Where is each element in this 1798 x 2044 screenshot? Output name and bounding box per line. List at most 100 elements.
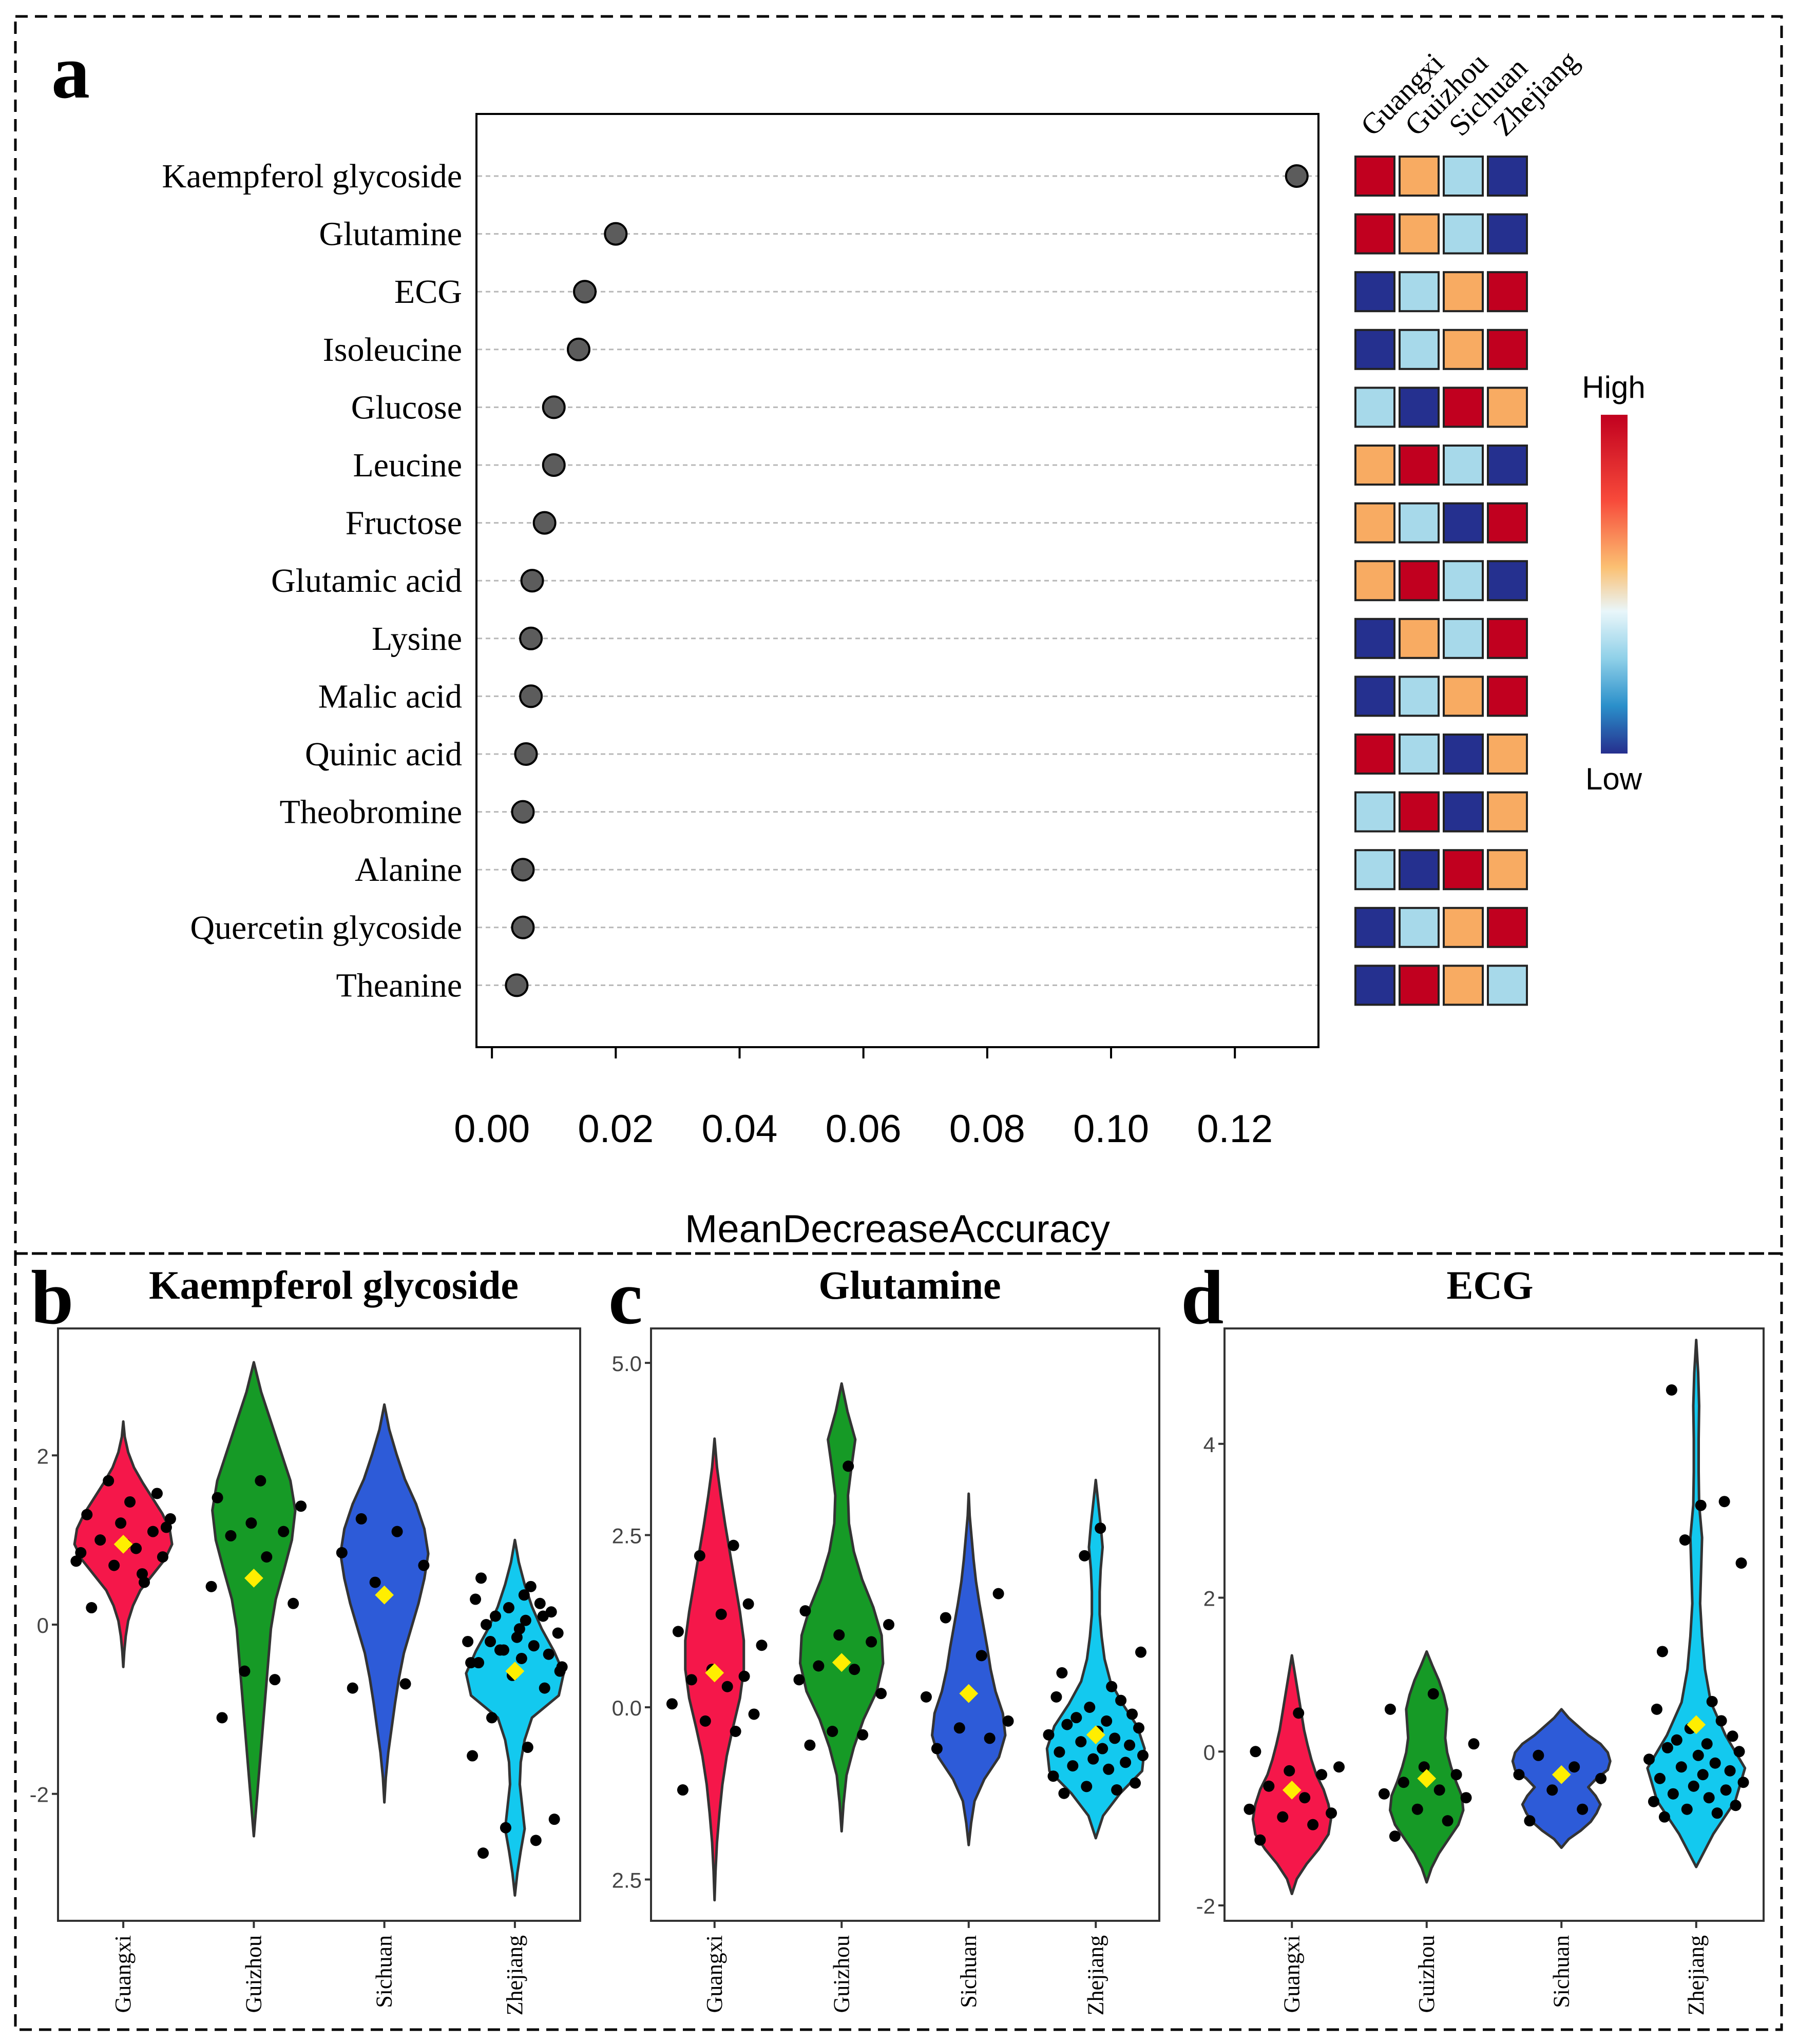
- panel-a-letter: a: [51, 29, 90, 114]
- data-point-guizhou: [793, 1674, 805, 1686]
- data-point-sichuan: [1595, 1772, 1607, 1784]
- data-point-zhejiang: [500, 1822, 511, 1834]
- data-point-zhejiang: [498, 1644, 509, 1656]
- data-point-guizhou: [827, 1725, 838, 1737]
- x-tick-label: 0.02: [578, 1107, 654, 1151]
- data-point-guangxi: [1277, 1811, 1289, 1823]
- plot-frame-c: [650, 1327, 1160, 1922]
- heatmap-cell-ecg-guizhou: [1399, 271, 1440, 313]
- data-point-guizhou: [799, 1605, 811, 1617]
- category-label-malic-acid: Malic acid: [318, 678, 462, 715]
- heatmap-cell-kaempferol-glycoside-sichuan: [1443, 156, 1484, 197]
- heatmap-cell-theanine-sichuan: [1443, 965, 1484, 1006]
- heatmap-cell-theobromine-guizhou: [1399, 791, 1440, 833]
- data-point-guangxi: [738, 1670, 750, 1682]
- x-tick-label: 0.04: [702, 1107, 778, 1151]
- heatmap-cell-malic-acid-sichuan: [1443, 676, 1484, 717]
- data-point-zhejiang: [1701, 1738, 1713, 1750]
- heatmap-cell-kaempferol-glycoside-guizhou: [1399, 156, 1440, 197]
- data-point-zhejiang: [1695, 1499, 1707, 1511]
- data-point-zhejiang: [1087, 1753, 1099, 1765]
- panel-a-gridlines: [477, 175, 1317, 986]
- x-tick-label: 0.06: [826, 1107, 902, 1151]
- x-tick-label: 0.10: [1073, 1107, 1149, 1151]
- heatmap-cell-quinic-acid-sichuan: [1443, 734, 1484, 775]
- data-point-guangxi: [70, 1555, 82, 1567]
- data-point-zhejiang: [503, 1602, 514, 1614]
- data-point-zhejiang: [470, 1593, 482, 1605]
- heatmap-cell-malic-acid-guangxi: [1354, 676, 1395, 717]
- data-point-zhejiang: [1681, 1803, 1693, 1815]
- point-ecg: [573, 280, 597, 304]
- data-point-guangxi: [1299, 1792, 1311, 1804]
- data-point-zhejiang: [1715, 1715, 1727, 1727]
- data-point-zhejiang: [513, 1623, 525, 1635]
- heatmap-cell-alanine-guizhou: [1399, 849, 1440, 891]
- data-point-guizhou: [1398, 1777, 1409, 1788]
- heatmap-cell-quercetin-glycoside-guizhou: [1399, 907, 1440, 948]
- heatmap-cell-malic-acid-zhejiang: [1487, 676, 1528, 717]
- data-point-zhejiang: [554, 1665, 566, 1677]
- heatmap-cell-theobromine-sichuan: [1443, 791, 1484, 833]
- data-point-zhejiang: [518, 1589, 530, 1601]
- data-point-zhejiang: [1692, 1749, 1704, 1761]
- data-point-zhejiang: [1675, 1761, 1687, 1773]
- panel-bcd-frame: [14, 1252, 1783, 2031]
- data-point-zhejiang: [1658, 1811, 1670, 1823]
- data-point-zhejiang: [489, 1610, 501, 1622]
- point-leucine: [542, 453, 566, 477]
- legend-low-label: Low: [1585, 762, 1642, 796]
- x-tick-label-sichuan: Sichuan: [1548, 1935, 1574, 2008]
- mean-marker-guangxi: [113, 1535, 133, 1554]
- data-point-zhejiang: [515, 1652, 527, 1664]
- data-point-guizhou: [269, 1674, 281, 1686]
- mean-marker-guangxi: [705, 1663, 724, 1683]
- data-point-zhejiang: [1679, 1534, 1691, 1546]
- data-point-guizhou: [216, 1712, 228, 1724]
- data-point-zhejiang: [1106, 1681, 1118, 1692]
- data-point-zhejiang: [1661, 1742, 1673, 1753]
- y-tick-label: 2: [1203, 1587, 1215, 1611]
- panel-d-letter: d: [1181, 1255, 1223, 1340]
- legend-color-bar: [1601, 415, 1628, 754]
- data-point-guizhou: [804, 1739, 816, 1751]
- data-point-guizhou: [1460, 1792, 1472, 1804]
- data-point-zhejiang: [1056, 1667, 1068, 1679]
- mean-marker-sichuan: [959, 1684, 979, 1703]
- category-label-lysine: Lysine: [372, 620, 462, 658]
- panel-a-x-axis: 0.00 0.02 0.04 0.06 0.08 0.10 0.12: [454, 1047, 1273, 1151]
- heatmap-cell-glutamine-sichuan: [1443, 213, 1484, 255]
- data-point-zhejiang: [1047, 1770, 1059, 1782]
- mean-marker-zhejiang: [1687, 1715, 1706, 1734]
- heatmap-cell-glutamic-acid-zhejiang: [1487, 560, 1528, 602]
- x-tick-label: 0.00: [454, 1107, 530, 1151]
- heatmap-cell-theobromine-guangxi: [1354, 791, 1395, 833]
- category-label-quinic-acid: Quinic acid: [305, 736, 462, 773]
- point-kaempferol-glycoside: [1285, 164, 1309, 188]
- x-tick-label-guangxi: Guangxi: [1279, 1935, 1304, 2013]
- plot-frame-d: [1223, 1327, 1765, 1922]
- y-tick-label: 0.0: [612, 1696, 642, 1720]
- x-tick-label-guizhou: Guizhou: [1414, 1935, 1439, 2013]
- data-point-guangxi: [115, 1517, 127, 1529]
- data-point-guizhou: [857, 1729, 869, 1741]
- data-point-guizhou: [1433, 1784, 1445, 1796]
- data-point-zhejiang: [1737, 1777, 1749, 1788]
- mean-marker-guizhou: [832, 1653, 851, 1672]
- category-label-leucine: Leucine: [353, 447, 462, 484]
- data-point-zhejiang: [1133, 1722, 1145, 1734]
- data-point-sichuan: [920, 1691, 932, 1703]
- data-point-zhejiang: [1703, 1792, 1715, 1804]
- mean-marker-guizhou: [244, 1568, 263, 1588]
- data-point-sichuan: [975, 1650, 987, 1662]
- data-point-zhejiang: [1688, 1780, 1699, 1792]
- data-point-zhejiang: [1111, 1784, 1123, 1796]
- data-point-zhejiang: [1720, 1784, 1732, 1796]
- data-point-guizhou: [1378, 1788, 1390, 1800]
- point-isoleucine: [566, 337, 590, 361]
- heatmap-cell-glucose-guizhou: [1399, 387, 1440, 428]
- data-point-zhejiang: [1718, 1496, 1730, 1508]
- x-tick-label-sichuan: Sichuan: [372, 1935, 397, 2008]
- data-point-guizhou: [866, 1636, 877, 1648]
